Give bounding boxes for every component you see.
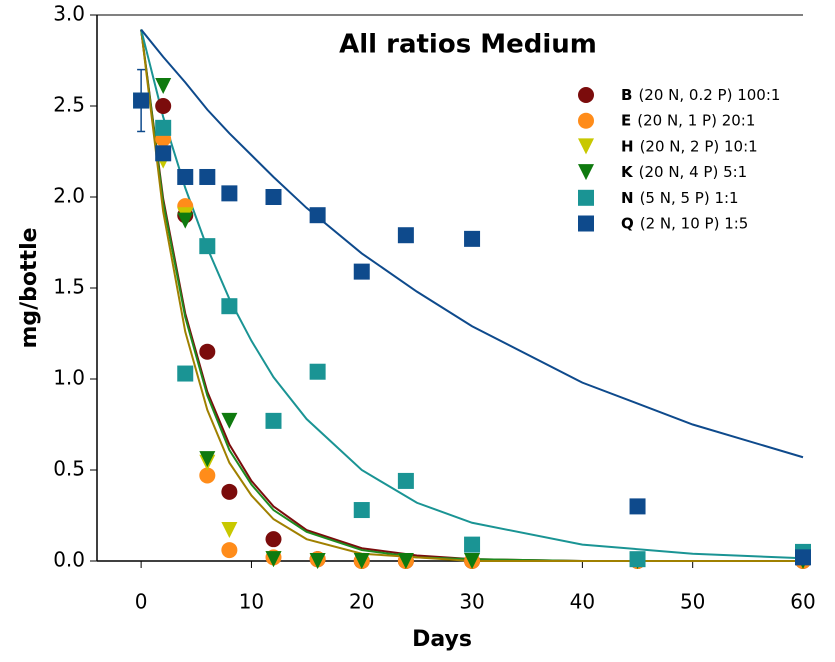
legend-entry: K (20 N, 4 P) 5:1 [621, 163, 747, 181]
point [199, 451, 216, 468]
point [221, 522, 238, 539]
legend-name: E [621, 111, 631, 129]
legend-description: (5 N, 5 P) 1:1 [640, 188, 739, 206]
x-tick-label: 10 [239, 590, 264, 614]
x-axis-label: Days [412, 627, 472, 652]
point [464, 553, 481, 569]
point [309, 553, 326, 569]
y-axis-label: mg/bottle [17, 227, 42, 348]
legend-marker [578, 164, 594, 181]
legend-entry: E (20 N, 1 P) 20:1 [621, 111, 755, 129]
legend-description: (20 N, 1 P) 20:1 [637, 111, 755, 129]
point [265, 551, 282, 568]
legend-marker [578, 189, 594, 206]
point [265, 531, 282, 548]
legend-description: (2 N, 10 P) 1:5 [640, 214, 749, 232]
point [629, 551, 646, 568]
chart-title: All ratios Medium [339, 30, 597, 60]
point [199, 238, 216, 255]
point [177, 212, 194, 229]
point [155, 77, 172, 94]
x-tick-label: 40 [570, 590, 595, 614]
x-tick-label: 30 [459, 590, 484, 614]
legend-marker [578, 138, 594, 155]
point [629, 498, 646, 515]
y-tick-label: 3.0 [53, 2, 85, 26]
fit-curve [140, 29, 803, 562]
point [221, 542, 238, 559]
legend-name: Q [621, 214, 634, 232]
point [221, 298, 238, 315]
legend-entry: H (20 N, 2 P) 10:1 [621, 137, 758, 155]
point [353, 263, 370, 280]
legend-entry: Q (2 N, 10 P) 1:5 [621, 214, 748, 232]
y-tick-label: 0.5 [53, 457, 85, 481]
legend-name: K [621, 163, 634, 181]
legend-entry: N (5 N, 5 P) 1:1 [621, 188, 739, 206]
x-tick-label: 20 [349, 590, 374, 614]
point [309, 363, 326, 380]
fit-curve [140, 29, 803, 562]
point [353, 502, 370, 519]
point [177, 365, 194, 382]
point [155, 119, 172, 136]
y-tick-label: 2.0 [53, 184, 85, 208]
point [177, 168, 194, 185]
point [265, 189, 282, 205]
x-tick-label: 60 [790, 590, 815, 614]
legend-description: (20 N, 2 P) 10:1 [640, 137, 758, 155]
point [221, 185, 238, 202]
legend-marker [578, 87, 594, 103]
legend-name: H [621, 137, 634, 155]
point [221, 412, 238, 429]
point [795, 549, 811, 566]
fit-curve [140, 29, 803, 562]
y-tick-label: 2.5 [53, 93, 85, 117]
point [155, 98, 172, 114]
point [221, 483, 238, 500]
y-tick-label: 0.0 [53, 548, 85, 572]
point [397, 472, 414, 489]
x-tick-label: 50 [680, 590, 705, 614]
y-tick-label: 1.0 [53, 366, 85, 390]
point [265, 412, 282, 429]
fit-curve [140, 29, 804, 560]
point [464, 536, 481, 553]
point [397, 553, 414, 569]
legend-name: B [621, 86, 632, 104]
x-tick-label: 0 [135, 590, 148, 614]
legend-marker [578, 215, 594, 232]
point [199, 168, 216, 185]
fit-curve [140, 28, 804, 459]
point [199, 343, 216, 360]
point [397, 227, 414, 244]
legend-name: N [621, 188, 634, 206]
y-tick-label: 1.5 [53, 275, 85, 299]
point [199, 467, 216, 484]
point [464, 230, 481, 247]
legend-description: (20 N, 4 P) 5:1 [639, 163, 748, 181]
point [309, 207, 326, 224]
legend-entry: B (20 N, 0.2 P) 100:1 [621, 86, 780, 104]
point [155, 145, 172, 162]
legend-marker [578, 112, 594, 129]
point [353, 553, 370, 569]
legend-description: (20 N, 0.2 P) 100:1 [638, 86, 780, 104]
